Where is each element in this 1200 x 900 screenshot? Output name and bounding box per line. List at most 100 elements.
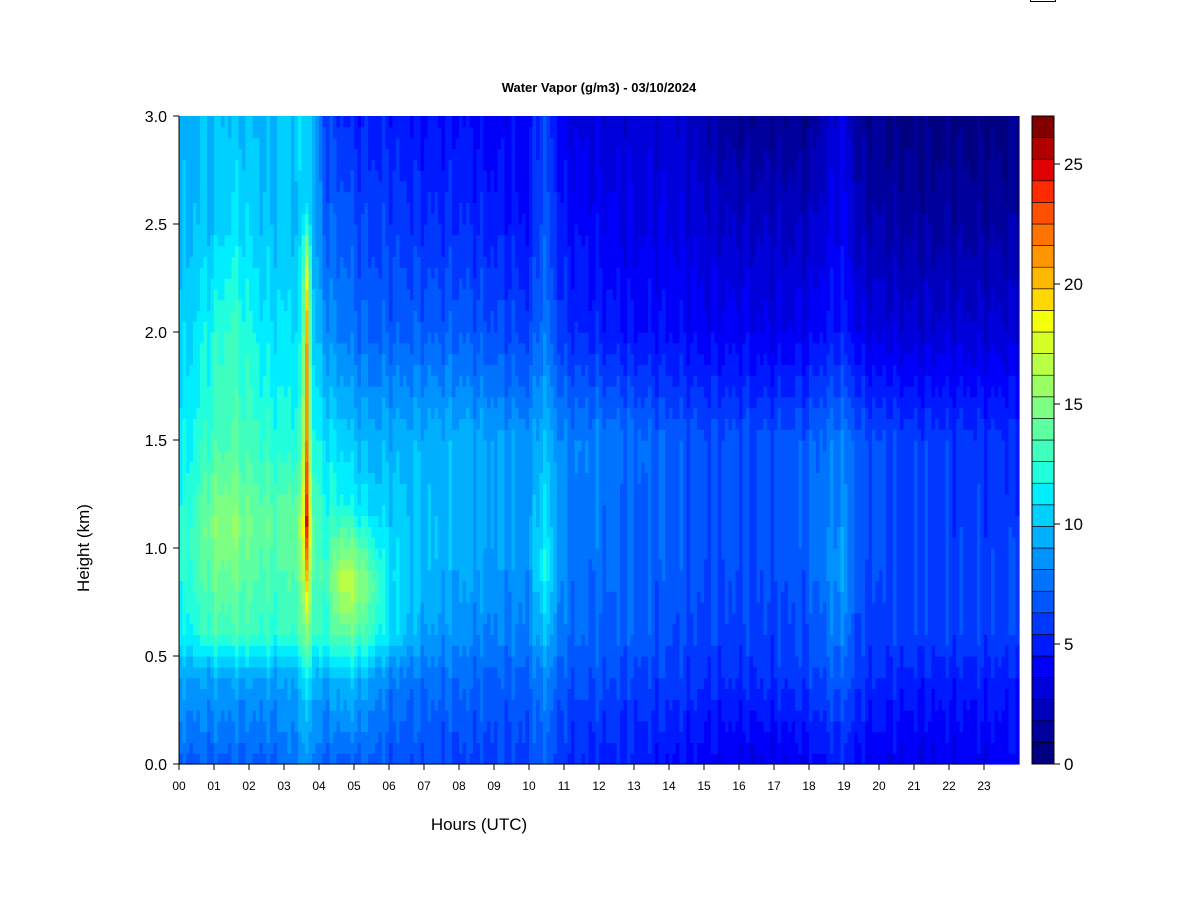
heatmap-cell [371,634,376,646]
heatmap-cell [287,602,292,614]
heatmap-cell [340,720,345,733]
heatmap-cell [434,299,439,311]
heatmap-cell [301,440,306,452]
heatmap-cell [354,375,359,387]
heatmap-cell [308,677,313,689]
heatmap-cell [357,202,362,214]
heatmap-cell [315,170,320,182]
heatmap-cell [347,256,352,268]
heatmap-cell [382,396,387,409]
heatmap-cell [452,591,457,603]
heatmap-cell [354,310,359,322]
heatmap-cell [322,159,327,171]
heatmap-cell [378,116,383,128]
heatmap-cell [378,494,383,506]
heatmap-cell [235,353,240,365]
heatmap-cell [343,375,348,387]
heatmap-cell [263,288,268,301]
heatmap-cell [424,731,429,743]
heatmap-cell [466,558,471,571]
heatmap-cell [368,310,373,322]
heatmap-cell [308,440,313,452]
heatmap-cell [452,526,457,538]
heatmap-cell [238,180,243,193]
heatmap-cell [305,483,310,495]
heatmap-cell [417,450,422,463]
heatmap-cell [343,753,348,765]
heatmap-cell [368,548,373,560]
heatmap-cell [434,213,439,225]
heatmap-cell [322,202,327,214]
heatmap-cell [298,612,303,625]
heatmap-cell [238,288,243,301]
heatmap-cell [389,299,394,311]
heatmap-cell [354,602,359,614]
heatmap-cell [277,364,282,376]
heatmap-cell [224,504,229,517]
heatmap-cell [319,288,324,301]
heatmap-cell [245,677,250,689]
heatmap-cell [270,558,275,571]
heatmap-cell [207,720,212,733]
heatmap-cell [203,591,208,603]
heatmap-cell [298,148,303,160]
heatmap-cell [284,116,289,128]
heatmap-cell [242,170,247,182]
heatmap-cell [193,191,198,203]
heatmap-cell [287,386,292,398]
heatmap-cell [336,537,341,549]
heatmap-cell [203,213,208,225]
heatmap-cell [189,666,194,679]
heatmap-cell [256,720,261,733]
heatmap-cell [361,634,366,646]
heatmap-cell [186,407,191,419]
heatmap-cell [231,299,236,311]
heatmap-cell [329,537,334,549]
heatmap-cell [217,256,222,268]
heatmap-cell [441,116,446,128]
heatmap-cell [343,310,348,322]
heatmap-cell [231,375,236,387]
heatmap-cell [200,310,205,322]
heatmap-cell [221,504,226,517]
heatmap-cell [207,332,212,344]
heatmap-cell [266,591,271,603]
heatmap-cell [347,731,352,743]
heatmap-cell [308,418,313,430]
heatmap-cell [420,375,425,387]
heatmap-cell [389,407,394,419]
heatmap-cell [427,623,432,635]
heatmap-cell [301,504,306,517]
heatmap-cell [207,202,212,214]
heatmap-cell [214,256,219,268]
heatmap-cell [326,656,331,668]
heatmap-cell [305,386,310,398]
heatmap-cell [427,602,432,614]
heatmap-cell [333,213,338,225]
heatmap-cell [186,440,191,452]
heatmap-cell [417,634,422,646]
heatmap-cell [319,461,324,473]
heatmap-cell [298,310,303,322]
heatmap-cell [277,731,282,743]
heatmap-cell [347,440,352,452]
heatmap-cell [357,537,362,549]
heatmap-cell [294,407,299,419]
heatmap-cell [228,321,233,333]
heatmap-cell [224,407,229,419]
heatmap-cell [350,245,355,257]
heatmap-cell [347,245,352,257]
heatmap-cell [329,407,334,419]
heatmap-cell [445,623,450,635]
heatmap-cell [382,699,387,711]
heatmap-cell [452,720,457,733]
heatmap-cell [189,202,194,214]
heatmap-cell [389,159,394,171]
heatmap-cell [343,677,348,689]
heatmap-cell [231,202,236,214]
heatmap-cell [417,666,422,679]
heatmap-cell [238,170,243,182]
heatmap-cell [336,353,341,365]
heatmap-cell [427,375,432,387]
heatmap-cell [280,375,285,387]
